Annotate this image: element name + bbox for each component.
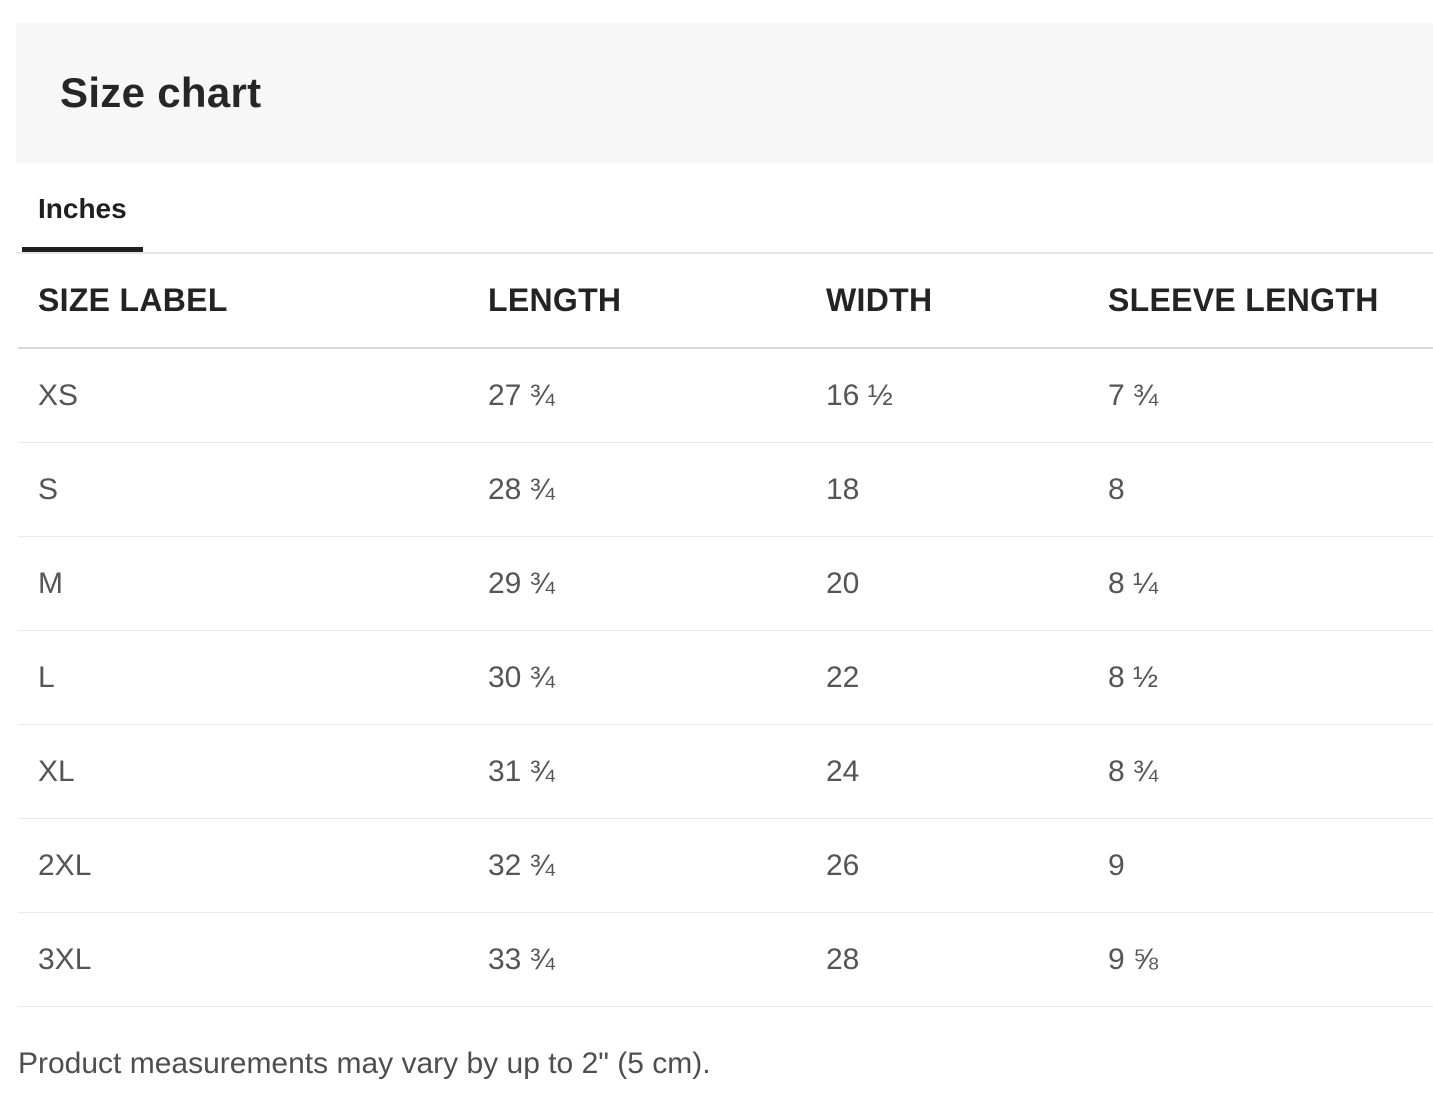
size-label-cell: 2XL bbox=[38, 848, 92, 882]
width-cell: 24 bbox=[826, 754, 860, 788]
size-label-cell: S bbox=[38, 472, 59, 506]
size-table: SIZE LABEL LENGTH WIDTH SLEEVE LENGTH XS… bbox=[18, 254, 1433, 1007]
length-cell: 28 ¾ bbox=[488, 472, 555, 506]
width-cell: 20 bbox=[826, 566, 860, 600]
tab-inches[interactable]: Inches bbox=[22, 193, 143, 252]
sleeve-length-cell: 8 ¼ bbox=[1108, 566, 1159, 600]
size-label-cell: XS bbox=[38, 378, 79, 412]
length-cell: 31 ¾ bbox=[488, 754, 555, 788]
measurement-disclaimer: Product measurements may vary by up to 2… bbox=[18, 1047, 711, 1080]
page-title: Size chart bbox=[60, 69, 262, 116]
length-cell: 27 ¾ bbox=[488, 378, 555, 412]
width-cell: 26 bbox=[826, 848, 860, 882]
length-cell: 29 ¾ bbox=[488, 566, 555, 600]
size-label-cell: 3XL bbox=[38, 942, 92, 976]
size-chart-header-band: Size chart bbox=[16, 23, 1433, 163]
length-cell: 33 ¾ bbox=[488, 942, 555, 976]
table-row: M 29 ¾ 20 8 ¼ bbox=[18, 537, 1433, 631]
sleeve-length-cell: 8 bbox=[1108, 472, 1125, 506]
table-row: 2XL 32 ¾ 26 9 bbox=[18, 819, 1433, 913]
length-cell: 32 ¾ bbox=[488, 848, 555, 882]
width-cell: 28 bbox=[826, 942, 860, 976]
column-header-length: LENGTH bbox=[488, 282, 622, 318]
table-row: S 28 ¾ 18 8 bbox=[18, 443, 1433, 537]
sleeve-length-cell: 9 bbox=[1108, 848, 1125, 882]
column-header-sleeve-length: SLEEVE LENGTH bbox=[1108, 282, 1379, 318]
table-row: XL 31 ¾ 24 8 ¾ bbox=[18, 725, 1433, 819]
table-row: XS 27 ¾ 16 ½ 7 ¾ bbox=[18, 349, 1433, 443]
size-label-cell: M bbox=[38, 566, 63, 600]
unit-tabs: Inches bbox=[16, 163, 1433, 254]
table-row: L 30 ¾ 22 8 ½ bbox=[18, 631, 1433, 725]
width-cell: 16 ½ bbox=[826, 378, 893, 412]
size-label-cell: L bbox=[38, 660, 55, 694]
width-cell: 22 bbox=[826, 660, 860, 694]
table-header-row: SIZE LABEL LENGTH WIDTH SLEEVE LENGTH bbox=[18, 254, 1433, 349]
width-cell: 18 bbox=[826, 472, 860, 506]
column-header-width: WIDTH bbox=[826, 282, 933, 318]
sleeve-length-cell: 7 ¾ bbox=[1108, 378, 1159, 412]
sleeve-length-cell: 9 ⅝ bbox=[1108, 942, 1159, 976]
size-label-cell: XL bbox=[38, 754, 75, 788]
table-row: 3XL 33 ¾ 28 9 ⅝ bbox=[18, 913, 1433, 1007]
column-header-size-label: SIZE LABEL bbox=[38, 282, 228, 318]
length-cell: 30 ¾ bbox=[488, 660, 555, 694]
sleeve-length-cell: 8 ½ bbox=[1108, 660, 1159, 694]
sleeve-length-cell: 8 ¾ bbox=[1108, 754, 1159, 788]
